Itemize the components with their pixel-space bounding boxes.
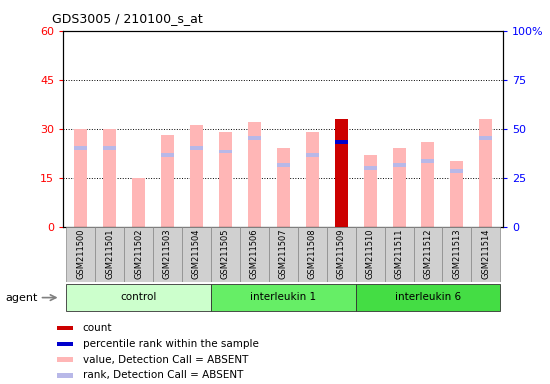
Bar [356,227,384,282]
Bar [66,227,95,282]
Text: count: count [82,323,112,333]
Bar [306,153,318,157]
Text: rank, Detection Call = ABSENT: rank, Detection Call = ABSENT [82,371,243,381]
Bar [66,284,211,311]
Bar [182,227,211,282]
Bar [219,132,232,227]
Bar [421,159,434,163]
Bar [161,153,174,157]
Text: value, Detection Call = ABSENT: value, Detection Call = ABSENT [82,354,248,364]
Bar [334,140,348,144]
Bar [393,162,405,167]
Bar [277,162,290,167]
Text: GSM211500: GSM211500 [76,228,85,279]
Bar [95,227,124,282]
Text: GSM211509: GSM211509 [337,228,345,279]
Bar [132,178,145,227]
Text: GSM211501: GSM211501 [105,228,114,279]
Text: percentile rank within the sample: percentile rank within the sample [82,339,258,349]
Text: GSM211513: GSM211513 [453,228,461,279]
Bar [364,166,377,170]
Text: GSM211512: GSM211512 [424,228,432,279]
Bar [442,227,471,282]
Bar [384,227,414,282]
Bar [103,129,116,227]
Text: interleukin 6: interleukin 6 [395,292,461,302]
Bar [450,169,464,173]
Bar [103,146,116,150]
Bar [277,148,290,227]
Text: GSM211507: GSM211507 [279,228,288,279]
Bar [414,227,442,282]
Text: control: control [120,292,157,302]
Text: GSM211510: GSM211510 [366,228,375,279]
Bar [57,358,73,362]
Text: GSM211514: GSM211514 [481,228,491,279]
Text: GSM211504: GSM211504 [192,228,201,279]
Bar [248,136,261,141]
Bar [219,149,232,154]
Text: GSM211506: GSM211506 [250,228,259,279]
Bar [190,126,203,227]
Text: GSM211511: GSM211511 [394,228,404,279]
Text: GSM211502: GSM211502 [134,228,143,279]
Bar [153,227,182,282]
Bar [57,326,73,330]
Bar [124,227,153,282]
Bar [393,148,405,227]
Bar [248,122,261,227]
Bar [334,119,348,227]
Text: GSM211505: GSM211505 [221,228,230,279]
Bar [298,227,327,282]
Bar [74,146,87,150]
Bar [306,132,318,227]
Bar [74,129,87,227]
Bar [57,373,73,377]
Bar [364,155,377,227]
Bar [57,341,73,346]
Text: GDS3005 / 210100_s_at: GDS3005 / 210100_s_at [52,12,203,25]
Text: GSM211508: GSM211508 [307,228,317,279]
Bar [211,227,240,282]
Bar [471,227,500,282]
Bar [356,284,500,311]
Bar [211,284,356,311]
Bar [190,146,203,150]
Bar [450,161,464,227]
Text: agent: agent [6,293,38,303]
Bar [269,227,298,282]
Text: interleukin 1: interleukin 1 [250,292,316,302]
Bar [327,227,356,282]
Text: GSM211503: GSM211503 [163,228,172,279]
Bar [161,135,174,227]
Bar [421,142,434,227]
Bar [480,119,492,227]
Bar [480,136,492,141]
Bar [240,227,269,282]
